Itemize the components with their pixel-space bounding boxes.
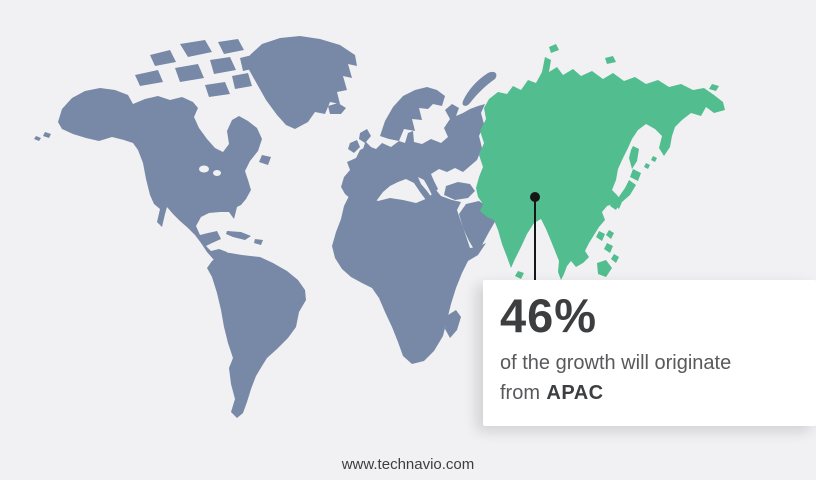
region-madagascar	[445, 310, 461, 338]
region-africa	[332, 190, 486, 364]
region-north-america	[58, 88, 262, 267]
region-philippines	[596, 231, 619, 263]
region-sri-lanka	[515, 271, 524, 279]
stat-description: of the growth will originate from APAC	[500, 348, 796, 408]
region-newfoundland	[259, 155, 271, 165]
region-taiwan	[606, 230, 614, 239]
region-kuril-islands	[644, 156, 657, 169]
region-borneo	[597, 260, 612, 277]
region-scandinavia	[380, 87, 445, 141]
great-lakes-east	[213, 170, 221, 176]
map-marker-dot	[530, 192, 540, 202]
region-novaya-zemlya	[462, 71, 497, 106]
region-iceland	[328, 103, 346, 114]
region-united-kingdom	[359, 129, 375, 159]
region-caribbean	[226, 231, 263, 245]
stat-description-prefix: from	[500, 382, 540, 405]
region-aleutian-islands	[34, 132, 51, 141]
region-ireland	[348, 140, 360, 153]
stat-callout-card: 46% of the growth will originate from APA…	[483, 280, 816, 426]
source-website-text: www.technavio.com	[341, 456, 475, 473]
region-greenland	[248, 36, 357, 129]
region-japan	[610, 169, 641, 210]
stat-value: 46%	[500, 289, 598, 342]
region-europe	[341, 104, 485, 206]
region-south-america	[207, 252, 306, 418]
stat-description-line1: of the growth will originate	[500, 352, 732, 375]
region-turkey	[444, 182, 475, 200]
great-lakes	[199, 165, 209, 173]
region-canadian-arctic-islands	[135, 39, 256, 97]
stat-region-label: APAC	[546, 382, 604, 405]
region-sakhalin	[629, 146, 639, 169]
region-asia-apac-highlighted	[476, 57, 725, 280]
